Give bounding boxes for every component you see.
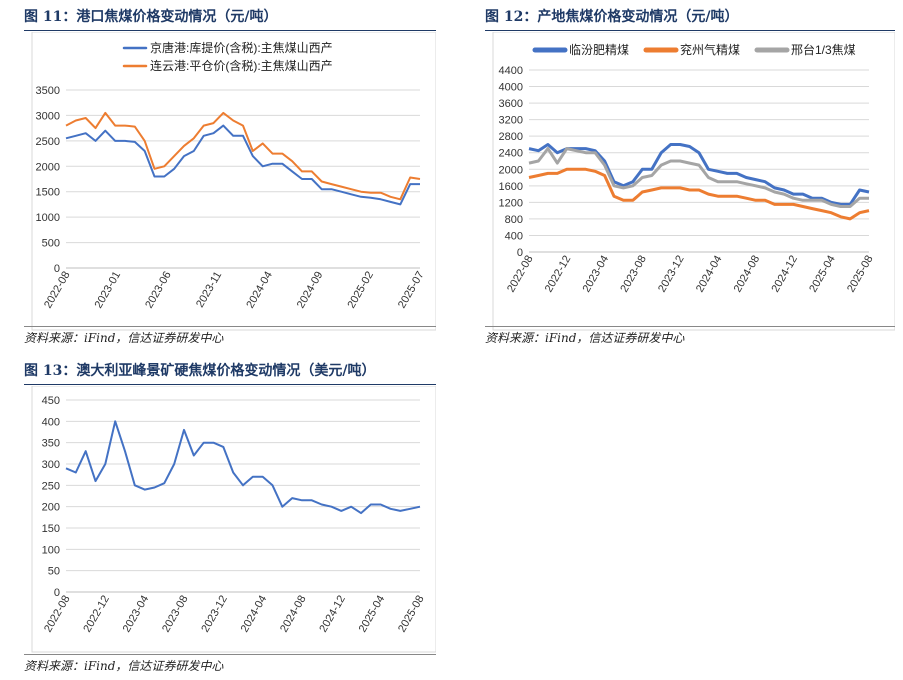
figure-11-panel: 图 11：港口焦煤价格变动情况（元/吨） 0 500 1000 1500 2000 250… [24,6,436,346]
series-line-1 [528,167,870,221]
y-tick-label: 2500 [36,136,60,148]
y-tick-label: 1600 [499,181,523,193]
y-tick-label: 4400 [499,65,523,77]
y-tick-label: 2000 [499,164,523,176]
y-tick-label: 2400 [499,148,523,160]
series-line-0 [65,124,420,206]
y-tick-label: 300 [42,459,60,471]
y-tick-label: 3600 [499,98,523,110]
figure-13-title: 图 13：澳大利亚峰景矿硬焦煤价格变动情况（美元/吨） [24,360,436,385]
legend-label: 兖州气精煤 [680,42,740,57]
series-line-0 [65,420,421,515]
y-tick-label: 450 [42,395,60,407]
y-tick-label: 1500 [36,187,60,199]
y-tick-label: 400 [42,416,60,428]
figure-11-source: 资料来源：iFind，信达证券研发中心 [24,326,436,346]
series-line-2 [528,147,869,208]
y-tick-label: 1000 [36,212,60,224]
figure-13-panel: 图 13：澳大利亚峰景矿硬焦煤价格变动情况（美元/吨） 0 50 100 150 200… [24,360,436,676]
y-tick-label: 50 [48,566,60,578]
legend-label: 临汾肥精煤 [569,43,629,57]
y-tick-label: 1200 [499,197,523,209]
series-line-0 [528,143,870,206]
y-tick-label: 350 [42,438,60,450]
figure-12-source: 资料来源：iFind，信达证券研发中心 [485,326,895,346]
y-tick-label: 2000 [36,161,60,173]
y-tick-label: 0 [517,247,523,259]
y-tick-label: 400 [505,230,523,242]
figure-12-chart: 0 400 800 1200 1600 2000 2400 2800 3200 3600 4000 4… [492,32,895,331]
chart-frame [492,32,895,331]
figure-12-title: 图 12：产地焦煤价格变动情况（元/吨） [485,6,895,31]
legend-label: 邢台1/3焦煤 [791,42,856,57]
y-tick-label: 500 [42,238,60,250]
legend-label: 京唐港:库提价(含税):主焦煤山西产 [150,40,333,55]
y-tick-label: 250 [42,480,60,492]
series-line-1 [65,111,421,201]
y-tick-label: 0 [54,263,60,275]
y-tick-label: 200 [42,502,60,514]
figure-11-title: 图 11：港口焦煤价格变动情况（元/吨） [24,6,436,31]
y-tick-label: 3200 [499,115,523,127]
figure-13-source: 资料来源：iFind，信达证券研发中心 [24,654,436,674]
legend-label: 连云港:平仓价(含税):主焦煤山西产 [150,58,333,73]
y-tick-label: 2800 [499,131,523,143]
figure-12-panel: 图 12：产地焦煤价格变动情况（元/吨） 0 400 800 1200 1600 2000… [485,6,895,346]
y-tick-label: 3500 [36,85,60,97]
y-tick-label: 4000 [499,82,523,94]
y-tick-label: 100 [42,544,60,556]
y-tick-label: 0 [54,587,60,599]
chart-frame [31,32,436,331]
y-tick-label: 3000 [36,110,60,122]
y-tick-label: 150 [42,523,60,535]
chart-frame [31,386,436,653]
y-tick-label: 800 [505,214,523,226]
